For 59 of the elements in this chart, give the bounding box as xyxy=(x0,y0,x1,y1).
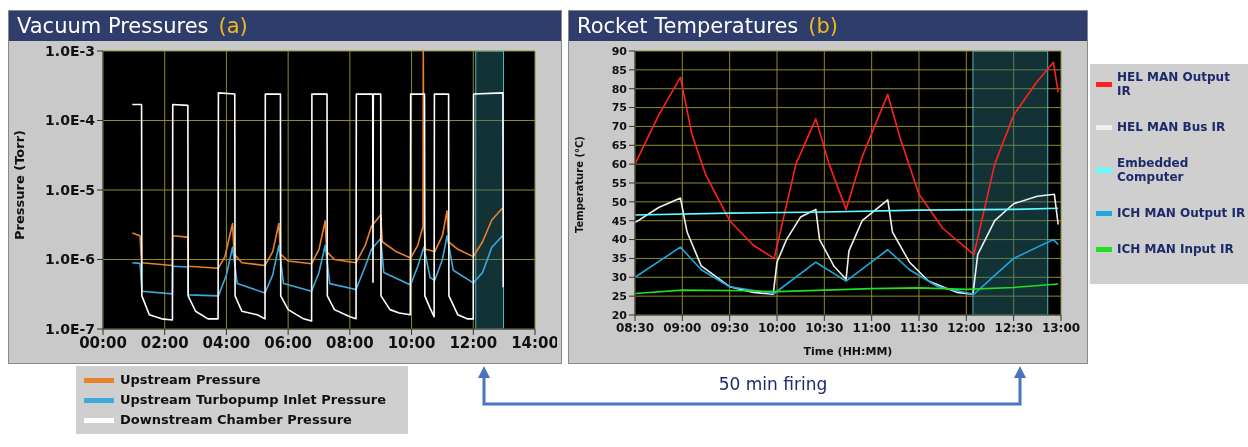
x-tick-label: 10:30 xyxy=(805,320,844,335)
y-tick-label: 1.0E-5 xyxy=(45,181,95,198)
line-series xyxy=(131,51,504,269)
x-tick-label: 09:00 xyxy=(663,320,702,335)
x-tick-label: 12:30 xyxy=(994,320,1033,335)
x-tick-label: 02:00 xyxy=(140,333,189,352)
x-tick-label: 06:00 xyxy=(264,333,313,352)
x-tick-label: 08:00 xyxy=(325,333,374,352)
legend-label: HEL MAN Output IR xyxy=(1117,70,1231,98)
x-tick-label: 12:00 xyxy=(947,320,986,335)
line-series xyxy=(635,193,1059,296)
line-series xyxy=(635,207,1059,216)
y-tick-label: 50 xyxy=(611,195,628,209)
text: 50 min firing xyxy=(717,374,829,394)
x-tick-label: 09:30 xyxy=(710,320,749,335)
y-tick-label: 20 xyxy=(611,308,628,322)
legend-label: Upstream Turbopump Inlet Pressure xyxy=(120,391,386,409)
chart-title: Rocket Temperatures xyxy=(577,14,799,38)
y-axis-title: Temperature (°C) xyxy=(573,136,585,233)
x-tick-label: 08:30 xyxy=(615,320,655,335)
y-tick-label: 60 xyxy=(611,158,628,172)
x-tick-label: 11:30 xyxy=(899,320,939,335)
line-series xyxy=(131,92,505,322)
y-tick-label: 40 xyxy=(611,233,628,247)
y-tick-label: 45 xyxy=(611,214,627,228)
x-tick-label: 04:00 xyxy=(202,333,251,352)
legend-label: Embedded Computer xyxy=(1117,156,1190,184)
x-tick-label: 10:00 xyxy=(387,333,436,352)
y-tick-label: 1.0E-6 xyxy=(45,251,95,268)
x-axis-title: Time (HH:MM) xyxy=(803,345,893,358)
legend-label: Upstream Pressure xyxy=(120,371,261,389)
line-series xyxy=(131,234,504,297)
chart-title: Vacuum Pressures xyxy=(17,14,209,38)
y-tick-label: 75 xyxy=(611,101,627,115)
line-series xyxy=(635,238,1059,296)
y-tick-label: 85 xyxy=(611,63,627,77)
y-tick-label: 25 xyxy=(611,290,627,304)
line-series xyxy=(635,283,1059,295)
x-tick-label: 12:00 xyxy=(449,333,498,352)
x-tick-label: 11:00 xyxy=(852,320,891,335)
chart-subtitle: (a) xyxy=(218,14,248,38)
legend-label: HEL MAN Bus IR xyxy=(1117,120,1226,134)
legend-label: ICH MAN Input IR xyxy=(1117,242,1234,256)
y-tick-label: 1.0E-3 xyxy=(45,42,95,59)
legend-label: Downstream Chamber Pressure xyxy=(120,411,352,429)
y-tick-label: 1.0E-4 xyxy=(45,112,96,129)
line-series xyxy=(635,61,1059,260)
y-axis-title: Pressure (Torr) xyxy=(11,129,27,240)
y-tick-label: 90 xyxy=(611,44,628,58)
y-tick-label: 35 xyxy=(611,252,627,266)
y-tick-label: 55 xyxy=(611,176,627,190)
y-tick-label: 80 xyxy=(611,82,628,96)
legend-label: ICH MAN Output IR xyxy=(1117,206,1246,220)
y-tick-label: 65 xyxy=(611,139,627,153)
y-tick-label: 30 xyxy=(611,271,628,285)
x-tick-label: 10:00 xyxy=(757,320,797,335)
chart-subtitle: (b) xyxy=(808,14,838,38)
y-tick-label: 70 xyxy=(611,120,628,134)
x-tick-label: 13:00 xyxy=(1041,320,1081,335)
